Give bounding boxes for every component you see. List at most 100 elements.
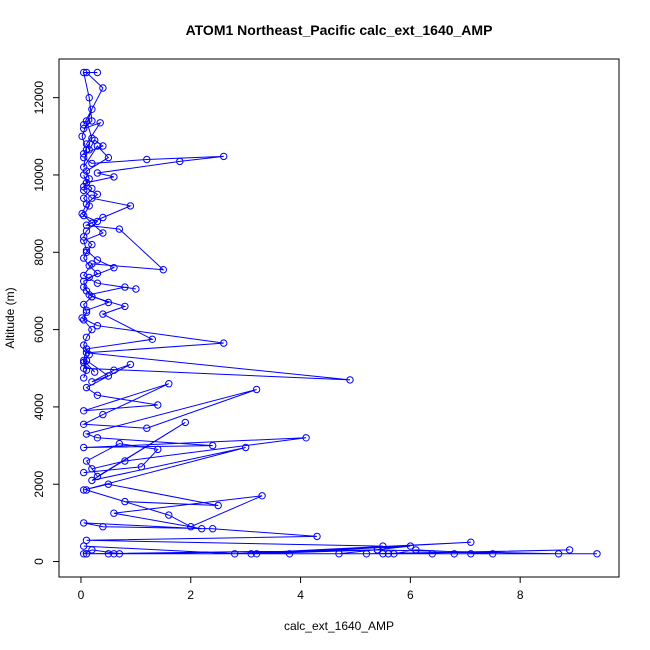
data-point xyxy=(80,171,88,179)
x-tick-label: 4 xyxy=(297,588,304,602)
data-point xyxy=(110,173,118,181)
data-point xyxy=(115,439,124,448)
data-point xyxy=(80,68,88,77)
data-point xyxy=(93,68,102,77)
data-point xyxy=(80,486,88,494)
data-point xyxy=(115,550,124,558)
data-point xyxy=(104,298,113,307)
data-point xyxy=(93,169,102,177)
data-point xyxy=(412,546,420,554)
data-point xyxy=(110,366,118,374)
data-point xyxy=(88,546,96,554)
data-point xyxy=(176,157,184,166)
x-tick-label: 6 xyxy=(407,588,414,602)
data-point xyxy=(93,217,102,226)
data-point xyxy=(88,378,96,386)
data-point xyxy=(104,480,113,488)
data-point xyxy=(80,124,88,133)
data-point xyxy=(85,202,93,210)
data-point xyxy=(467,538,475,546)
data-point xyxy=(80,420,88,428)
data-point xyxy=(88,184,96,193)
data-point xyxy=(80,237,88,245)
data-point xyxy=(80,542,88,550)
data-point xyxy=(82,430,91,438)
data-point xyxy=(80,233,88,241)
data-point xyxy=(82,366,91,374)
data-point xyxy=(362,550,371,558)
data-point xyxy=(110,264,118,272)
data-point xyxy=(88,476,96,485)
data-point xyxy=(82,287,91,295)
data-point xyxy=(99,410,107,419)
data-point xyxy=(93,322,102,330)
data-point xyxy=(85,262,93,270)
series-line xyxy=(83,541,597,555)
data-point xyxy=(159,266,168,274)
data-point xyxy=(252,550,261,558)
data-point xyxy=(121,497,129,506)
data-point xyxy=(93,279,102,287)
data-point xyxy=(489,550,497,558)
y-axis: 0 2000 4000 6000 8000 10000 12000 xyxy=(32,81,60,565)
data-point xyxy=(82,383,91,392)
data-point xyxy=(406,542,415,550)
data-point xyxy=(181,418,190,427)
data-point xyxy=(99,310,107,318)
data-point xyxy=(85,146,93,154)
data-point xyxy=(85,94,93,102)
data-point xyxy=(242,443,250,452)
data-point xyxy=(80,254,88,262)
data-point xyxy=(82,117,91,125)
data-point xyxy=(80,150,88,158)
data-point xyxy=(231,550,239,558)
data-point xyxy=(99,84,107,92)
data-point xyxy=(80,358,88,367)
y-tick-label: 10000 xyxy=(32,158,46,192)
data-point xyxy=(110,509,118,517)
data-point xyxy=(220,339,228,347)
data-point xyxy=(313,532,321,541)
series-6 xyxy=(80,68,107,158)
data-point xyxy=(104,153,113,162)
data-point xyxy=(115,225,124,233)
data-point xyxy=(346,376,354,384)
data-point xyxy=(99,229,107,237)
data-point xyxy=(285,550,294,558)
data-point xyxy=(198,525,206,533)
data-point xyxy=(80,341,88,349)
data-point xyxy=(126,360,135,369)
data-point xyxy=(80,153,88,162)
data-point xyxy=(80,194,88,202)
data-point xyxy=(78,132,86,141)
data-point xyxy=(88,293,96,301)
data-point xyxy=(93,190,102,199)
data-point xyxy=(82,248,91,257)
data-point xyxy=(99,523,107,531)
data-point xyxy=(214,501,222,510)
data-point xyxy=(209,525,217,533)
series-line xyxy=(82,174,99,379)
data-point xyxy=(104,550,113,558)
data-point xyxy=(154,401,162,409)
data-point xyxy=(126,202,135,210)
data-point xyxy=(80,271,88,280)
y-tick-label: 12000 xyxy=(32,81,46,115)
data-point xyxy=(390,550,398,558)
data-point xyxy=(82,227,91,235)
y-tick-label: 8000 xyxy=(32,239,46,266)
data-point xyxy=(99,213,107,222)
series-4 xyxy=(80,418,387,550)
data-point xyxy=(593,550,601,558)
data-point xyxy=(88,159,96,168)
data-point xyxy=(80,374,88,382)
data-point xyxy=(82,308,91,316)
data-point xyxy=(93,391,102,399)
data-point xyxy=(82,486,91,494)
data-point xyxy=(96,119,104,127)
data-point xyxy=(88,325,96,334)
data-point xyxy=(80,407,88,415)
data-point xyxy=(80,468,88,477)
